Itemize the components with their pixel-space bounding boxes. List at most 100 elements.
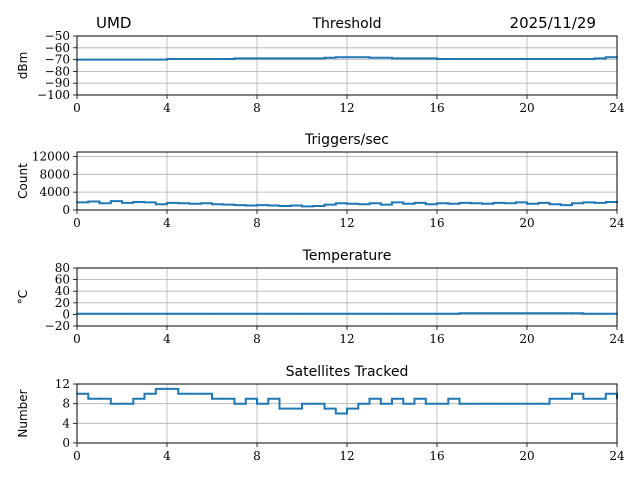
x-tick-label: 0	[73, 216, 81, 230]
data-point	[301, 402, 303, 405]
series-line-1	[77, 56, 617, 61]
data-point	[548, 397, 551, 400]
data-point	[166, 312, 168, 315]
data-point	[143, 58, 146, 61]
y-tick-label: 0	[62, 436, 70, 450]
data-point	[334, 412, 337, 415]
data-point	[211, 397, 213, 400]
data-point	[256, 402, 258, 405]
data-point	[391, 57, 393, 60]
site-label: UMD	[96, 14, 131, 32]
x-tick-label: 16	[429, 216, 444, 230]
data-point	[256, 312, 258, 315]
data-point	[571, 312, 573, 315]
data-point	[98, 202, 101, 205]
data-point	[357, 203, 360, 206]
data-point	[436, 58, 438, 60]
data-point	[368, 397, 371, 400]
plot-frame	[76, 35, 618, 96]
x-tick-label: 4	[163, 216, 171, 230]
data-point	[267, 204, 270, 207]
x-tick-label: 20	[519, 216, 534, 230]
y-tick-label: −60	[45, 41, 70, 55]
data-point	[211, 203, 213, 206]
data-point	[391, 201, 393, 204]
y-tick-label: −90	[45, 76, 70, 90]
data-point	[233, 402, 236, 405]
data-point	[548, 58, 551, 60]
data-point	[379, 402, 382, 405]
data-point	[526, 58, 528, 60]
data-point	[436, 402, 438, 405]
data-point	[537, 202, 540, 204]
data-point	[177, 392, 180, 395]
y-tick-label: 80	[55, 261, 70, 275]
data-point	[211, 312, 213, 315]
date-label: 2025/11/29	[510, 14, 596, 32]
data-point	[346, 407, 348, 410]
data-point	[447, 202, 450, 205]
data-point	[121, 58, 123, 61]
data-point	[368, 56, 371, 59]
data-point	[154, 388, 157, 390]
y-tick-label: 0	[62, 307, 70, 321]
data-point	[559, 204, 562, 207]
data-point	[481, 312, 483, 315]
data-point	[514, 402, 517, 405]
x-tick-label: 4	[163, 101, 171, 115]
y-tick-label: 40	[55, 284, 70, 298]
y-tick-label: 20	[55, 296, 70, 310]
data-point	[368, 202, 371, 205]
data-point	[98, 397, 101, 400]
panel-2: 0 4000 8000 12000 0 4 8 12 16 20 24 Triggers/sec Cou…	[16, 132, 625, 230]
x-tick-label: 24	[609, 449, 625, 463]
data-point	[469, 202, 472, 205]
data-point	[481, 202, 483, 205]
y-tick-label: 12	[55, 377, 70, 391]
panel-4: 0 4 8 12 0 4 8 12 16 20 24 Satellites Tracked Number	[16, 364, 625, 463]
data-point	[346, 202, 348, 205]
data-point	[244, 204, 247, 207]
data-point	[447, 397, 450, 400]
plot-frame	[76, 383, 618, 444]
data-point	[301, 57, 303, 60]
data-point	[109, 402, 112, 405]
data-point	[458, 58, 461, 60]
data-point	[323, 203, 326, 206]
data-point	[143, 201, 146, 204]
x-tick-label: 4	[163, 449, 171, 463]
data-point	[526, 202, 528, 205]
data-point	[571, 58, 573, 60]
x-tick-label: 8	[253, 101, 261, 115]
data-point	[334, 56, 337, 59]
y-tick-label: −20	[45, 319, 70, 333]
y-tick-label: 4	[62, 416, 70, 430]
chart-title: Satellites Tracked	[286, 364, 409, 380]
x-tick-label: 24	[609, 332, 625, 346]
data-point	[346, 312, 348, 315]
data-point	[289, 204, 292, 207]
data-point	[278, 57, 281, 60]
data-point	[537, 402, 540, 405]
data-point	[548, 203, 551, 206]
data-point	[87, 397, 90, 400]
data-point	[121, 202, 123, 204]
data-point	[492, 202, 495, 204]
data-point	[334, 202, 337, 205]
data-point	[413, 397, 416, 400]
data-point	[154, 203, 157, 206]
data-point	[571, 392, 573, 395]
x-tick-label: 16	[429, 332, 444, 346]
data-point	[424, 402, 427, 405]
x-tick-label: 24	[609, 101, 625, 115]
data-point	[199, 392, 202, 395]
data-point	[222, 203, 225, 206]
y-tick-label: 4000	[39, 185, 70, 199]
x-tick-label: 12	[339, 101, 354, 115]
data-point	[391, 312, 393, 315]
data-point	[188, 392, 191, 395]
data-point	[199, 202, 202, 205]
